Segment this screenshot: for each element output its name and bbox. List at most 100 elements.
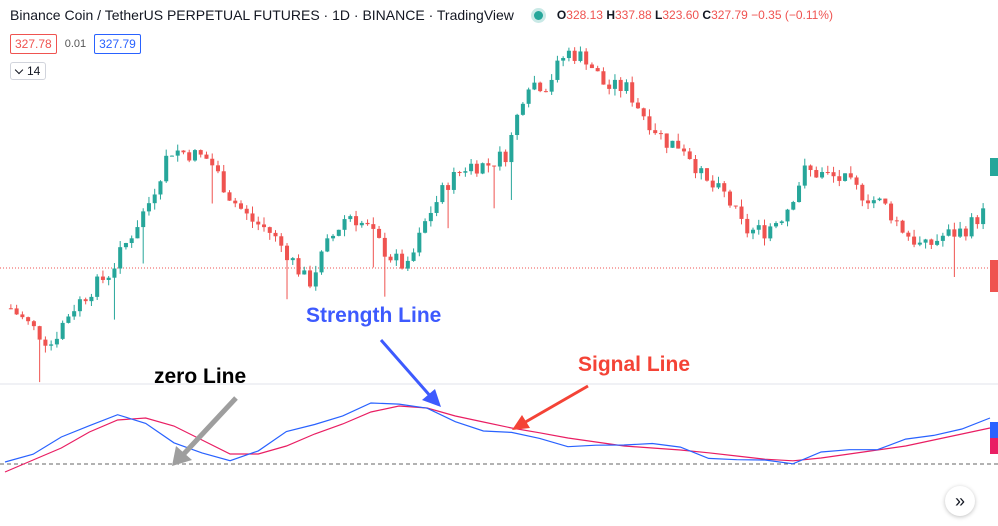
- candle-body: [227, 192, 232, 201]
- candle-body: [969, 217, 974, 237]
- candle-body: [543, 91, 548, 93]
- strength-axis-marker: [990, 422, 998, 438]
- candle-body: [641, 108, 646, 117]
- candle-body: [520, 103, 525, 115]
- candle-body: [710, 180, 715, 188]
- candle-body: [451, 172, 456, 190]
- signal-axis-marker: [990, 438, 998, 454]
- candle-body: [423, 221, 428, 233]
- candle-body: [279, 236, 284, 246]
- candle-body: [308, 270, 313, 287]
- candle-body: [607, 84, 612, 89]
- candle-body: [515, 114, 520, 136]
- candle-body: [935, 240, 940, 245]
- symbol-title[interactable]: Binance Coin / TetherUS PERPETUAL FUTURE…: [10, 7, 514, 23]
- candle-body: [302, 270, 307, 275]
- candle-body: [877, 198, 882, 201]
- candle-body: [192, 150, 197, 161]
- candle-body: [664, 133, 669, 148]
- candle-body: [83, 299, 88, 302]
- candle-body: [129, 238, 134, 244]
- candle-body: [371, 224, 376, 229]
- candle-body: [175, 150, 180, 156]
- candle-body: [400, 253, 405, 269]
- candle-body: [54, 338, 59, 345]
- candle-body: [630, 82, 635, 103]
- candle-body: [325, 238, 330, 252]
- candle-body: [331, 235, 336, 239]
- candle-body: [716, 183, 721, 188]
- candle-body: [492, 165, 497, 167]
- sell-button[interactable]: 327.78: [10, 34, 57, 54]
- candle-body: [756, 225, 761, 230]
- candle-body: [745, 218, 750, 234]
- candle-body: [940, 235, 945, 241]
- buy-button[interactable]: 327.79: [94, 34, 141, 54]
- candle-body: [486, 163, 491, 166]
- candle-body: [434, 202, 439, 213]
- candle-body: [365, 222, 370, 225]
- candle-body: [118, 247, 123, 269]
- candle-body: [561, 58, 566, 61]
- candle-body: [66, 316, 71, 323]
- candle-body: [37, 326, 42, 340]
- candle-body: [981, 208, 986, 225]
- candles-series: [8, 46, 986, 383]
- candle-body: [244, 208, 249, 214]
- candle-body: [187, 152, 192, 161]
- candle-body: [261, 224, 267, 228]
- candle-body: [273, 232, 278, 237]
- candle-body: [152, 194, 157, 204]
- candle-body: [532, 82, 537, 90]
- candle-body: [572, 50, 577, 61]
- spread-value: 0.01: [64, 38, 87, 50]
- candle-body: [820, 172, 825, 178]
- candle-body: [802, 165, 807, 186]
- candle-body: [503, 151, 508, 163]
- candle-body: [77, 299, 82, 312]
- candle-body: [837, 176, 842, 181]
- candle-body: [549, 79, 554, 92]
- candle-body: [428, 212, 433, 222]
- zero-line-arrow: [172, 396, 238, 466]
- candle-body: [906, 232, 911, 237]
- candle-body: [411, 252, 416, 261]
- candle-body: [917, 242, 922, 245]
- zero-line-label: zero Line: [154, 365, 247, 388]
- candle-body: [779, 221, 784, 224]
- candle-body: [31, 321, 36, 327]
- candle-body: [382, 237, 387, 257]
- candle-body: [612, 79, 617, 89]
- candle-body: [889, 203, 894, 221]
- candle-body: [589, 64, 594, 69]
- candle-body: [348, 216, 353, 220]
- candle-body: [762, 225, 767, 239]
- candle-body: [946, 229, 951, 236]
- candle-body: [658, 133, 663, 135]
- candle-body: [958, 228, 963, 237]
- indicator-length: 14: [27, 64, 41, 78]
- candle-body: [417, 232, 422, 253]
- candle-body: [871, 200, 876, 204]
- candle-body: [825, 172, 830, 174]
- candle-body: [912, 236, 917, 245]
- candle-body: [100, 276, 105, 280]
- strength-line: [4, 402, 991, 465]
- candle-body: [750, 229, 756, 234]
- candle-body: [509, 135, 514, 163]
- strength-line-arrow: [379, 339, 441, 407]
- signal-line: [4, 405, 991, 473]
- candle-body: [647, 116, 652, 131]
- candle-body: [215, 165, 220, 172]
- candle-body: [233, 200, 238, 204]
- candle-body: [457, 172, 462, 174]
- candle-body: [480, 163, 485, 174]
- candle-body: [900, 220, 905, 233]
- candle-body: [699, 168, 704, 174]
- scroll-to-realtime-button[interactable]: »: [945, 486, 975, 516]
- candle-body: [221, 171, 226, 193]
- candle-body: [250, 213, 255, 222]
- indicator-settings-toggle[interactable]: 14: [10, 62, 47, 80]
- candle-body: [89, 296, 94, 302]
